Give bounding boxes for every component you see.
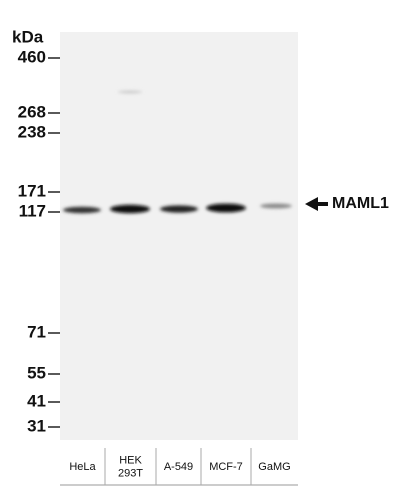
band xyxy=(206,203,246,213)
lane-label: A-549 xyxy=(164,461,193,473)
marker-label: 268 xyxy=(18,102,46,121)
unit-label: kDa xyxy=(12,27,44,46)
marker-label: 31 xyxy=(27,416,46,435)
band xyxy=(160,205,198,213)
marker-label: 55 xyxy=(27,363,46,382)
target-label: MAML1 xyxy=(332,195,389,212)
lane-label: GaMG xyxy=(258,461,290,473)
band xyxy=(63,206,101,214)
membrane xyxy=(60,32,298,440)
bands xyxy=(63,90,292,214)
lane-label: HeLa xyxy=(69,461,96,473)
lane-label: HEK xyxy=(119,454,142,466)
band xyxy=(260,203,292,209)
marker-label: 71 xyxy=(27,322,46,341)
lane-label: MCF-7 xyxy=(209,461,243,473)
marker-label: 238 xyxy=(18,122,46,141)
marker-label: 460 xyxy=(18,47,46,66)
marker-label: 171 xyxy=(18,181,46,200)
faint-band xyxy=(118,90,142,94)
band xyxy=(110,204,150,214)
lane-label: 293T xyxy=(118,467,143,479)
marker-label: 117 xyxy=(19,201,46,220)
marker-label: 41 xyxy=(27,391,46,410)
arrow xyxy=(305,197,328,211)
